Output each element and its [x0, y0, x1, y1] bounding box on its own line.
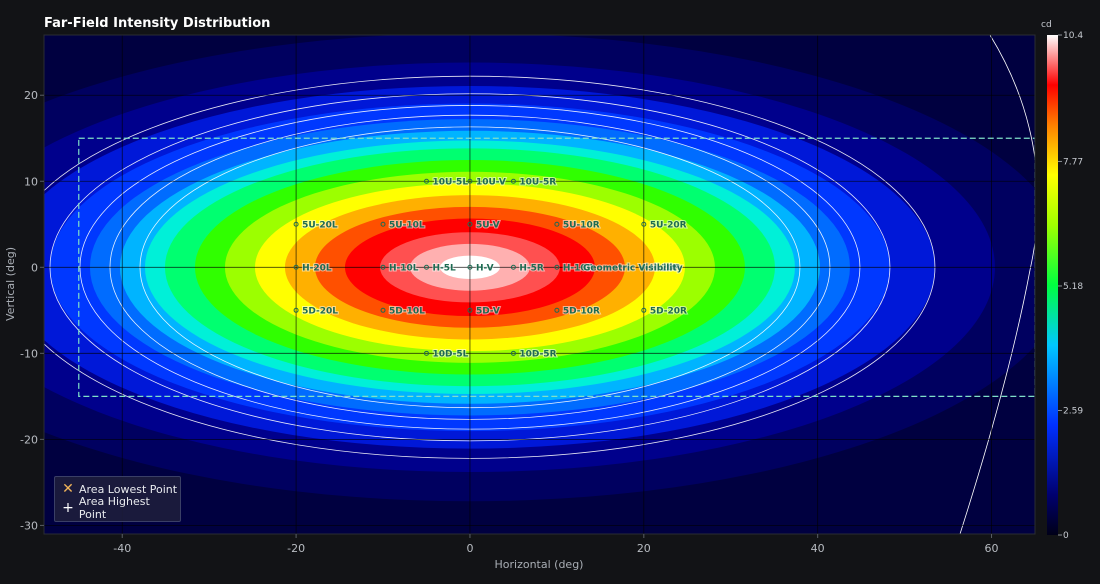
- legend-item-highest: + Area Highest Point: [61, 495, 180, 521]
- test-point-marker: [641, 307, 647, 313]
- test-point-marker: [423, 178, 429, 184]
- test-point-label: 5D-10L: [389, 306, 425, 316]
- test-point-label: 5D-20R: [650, 306, 687, 316]
- test-point-marker: [510, 264, 516, 270]
- colorbar-unit: cd: [1041, 20, 1052, 30]
- test-point-marker: [510, 350, 516, 356]
- legend-label-lowest: Area Lowest Point: [79, 482, 178, 496]
- test-point-label: 10D-5R: [519, 349, 556, 359]
- x-tick-label: 0: [466, 542, 473, 555]
- test-point-label: H-10R: [563, 263, 594, 273]
- y-tick-label: 10: [24, 175, 38, 188]
- test-point-label: H-5R: [519, 263, 544, 273]
- y-axis-ticks: -30 -20 -10 0 10 20: [20, 89, 44, 532]
- test-point-marker: [510, 178, 516, 184]
- test-point-label: 10U-V: [476, 177, 506, 187]
- test-point-label: 5D-V: [476, 306, 500, 316]
- test-points: 10U-5L 10U-V 10U-5R 5U-20L 5U-10L 5U-V 5U-10R 5…: [293, 176, 688, 360]
- test-point-marker: [293, 307, 299, 313]
- test-point-marker: [467, 221, 473, 227]
- x-axis-label: Horizontal (deg): [495, 558, 584, 571]
- x-tick-label: -40: [113, 542, 131, 555]
- test-point-marker: [554, 264, 560, 270]
- test-point-marker: [467, 307, 473, 313]
- geometric-visibility-label: Geometric Visibility: [583, 263, 683, 273]
- x-tick-label: 60: [985, 542, 999, 555]
- y-tick-label: 0: [31, 261, 38, 274]
- test-point-label: 5U-20R: [650, 220, 687, 230]
- y-tick-label: -20: [20, 433, 38, 446]
- y-tick-label: -30: [20, 519, 38, 532]
- test-point-marker: [293, 221, 299, 227]
- colorbar-tick-label: 5.18: [1063, 282, 1083, 292]
- test-point-marker: [467, 264, 473, 270]
- test-point-marker: [641, 264, 647, 270]
- chart-title: Far-Field Intensity Distribution: [44, 16, 270, 31]
- x-axis-ticks: -40 -20 0 20 40 60: [113, 534, 999, 555]
- y-axis-label: Vertical (deg): [4, 247, 17, 321]
- colorbar-tick-label: 10.4: [1063, 31, 1083, 41]
- colorbar: cd: [1041, 20, 1058, 535]
- colorbar-tick-label: 2.59: [1063, 406, 1083, 416]
- test-point-label: 5D-20L: [302, 306, 338, 316]
- geometric-visibility-area: [78, 137, 1035, 397]
- grid-lines: [44, 35, 1035, 534]
- colorbar-ticks: 0 2.59 5.18 7.77 10.4: [1058, 31, 1083, 541]
- test-point-marker: [641, 221, 647, 227]
- colorbar-tick-label: 0: [1063, 531, 1069, 541]
- test-point-label: 10U-5L: [432, 177, 468, 187]
- test-point-marker: [380, 264, 386, 270]
- test-point-label: 5U-V: [476, 220, 500, 230]
- test-point-label: 5D-10R: [563, 306, 600, 316]
- legend: ✕ Area Lowest Point + Area Highest Point: [54, 476, 181, 522]
- test-point-label: 5U-10R: [563, 220, 600, 230]
- test-point-label: H-V: [476, 263, 494, 273]
- test-point-marker: [380, 307, 386, 313]
- test-point-label: 10D-5L: [432, 349, 468, 359]
- y-tick-label: -10: [20, 347, 38, 360]
- heatmap-field: [44, 35, 1035, 534]
- test-point-label: 10U-5R: [519, 177, 556, 187]
- test-point-label: 5U-10L: [389, 220, 425, 230]
- iso-contour-line: [959, 35, 1035, 534]
- test-point-marker: [423, 264, 429, 270]
- x-tick-label: 40: [811, 542, 825, 555]
- plot-frame: [43, 34, 1036, 535]
- colorbar-gradient: [1047, 35, 1058, 535]
- test-point-marker: [554, 221, 560, 227]
- plus-icon: +: [62, 500, 74, 516]
- geometric-visibility-outline: [78, 137, 1035, 397]
- colorbar-tick-label: 7.77: [1063, 157, 1083, 167]
- test-point-label: H-5L: [432, 263, 456, 273]
- test-point-label: H-20R: [650, 263, 681, 273]
- test-point-marker: [423, 350, 429, 356]
- test-point-marker: [380, 221, 386, 227]
- test-point-marker: [293, 264, 299, 270]
- legend-item-lowest: ✕ Area Lowest Point: [61, 481, 177, 497]
- test-point-label: 5U-20L: [302, 220, 338, 230]
- test-point-label: H-10L: [389, 263, 419, 273]
- test-point-marker: [467, 178, 473, 184]
- test-point-marker: [554, 307, 560, 313]
- y-tick-label: 20: [24, 89, 38, 102]
- x-tick-label: -20: [287, 542, 305, 555]
- test-point-label: H-20L: [302, 263, 332, 273]
- x-tick-label: 20: [637, 542, 651, 555]
- legend-label-highest: Area Highest Point: [78, 495, 150, 521]
- x-icon: ✕: [62, 481, 74, 497]
